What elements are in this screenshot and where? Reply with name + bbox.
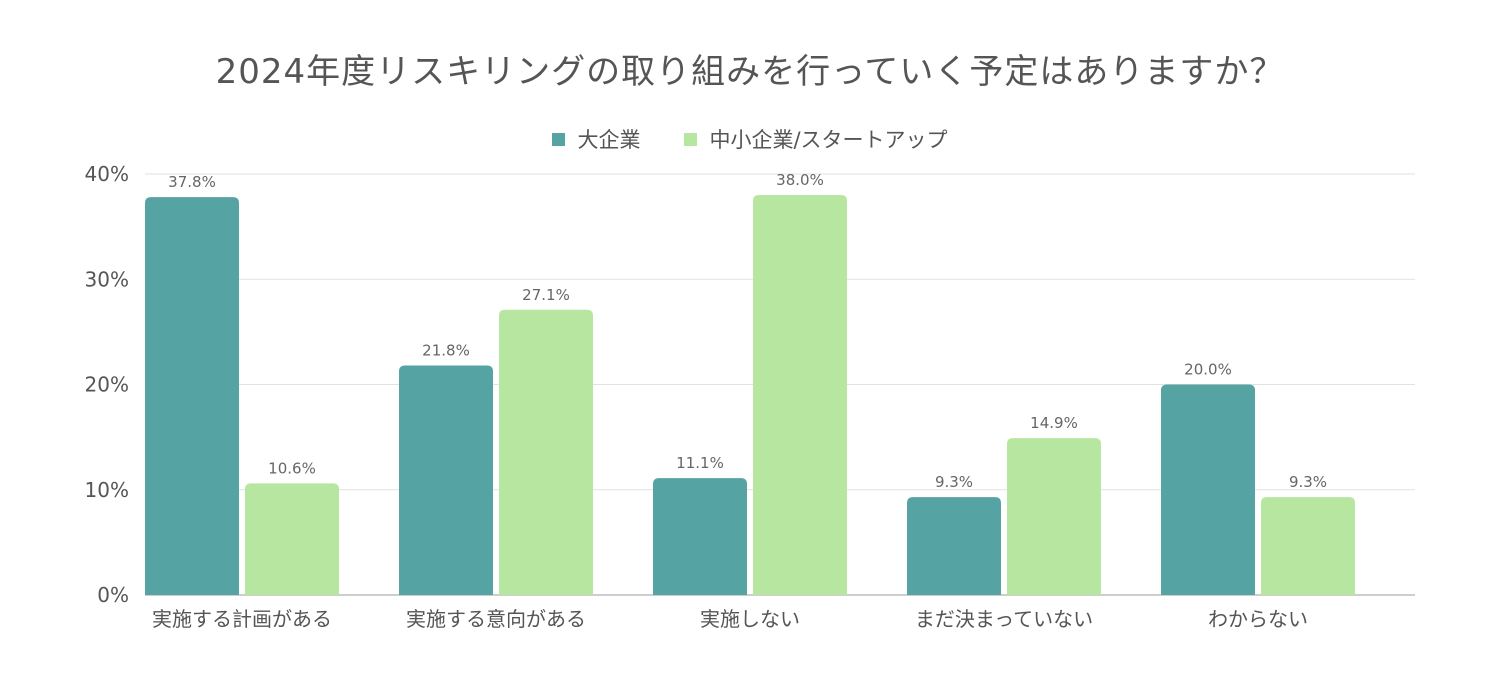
chart-title: 2024年度リスキリングの取り組みを行っていく予定はありますか？ bbox=[215, 52, 1285, 92]
y-tick-label: 20% bbox=[85, 373, 129, 397]
legend: 大企業 中小企業/スタートアップ bbox=[0, 124, 1500, 154]
data-label: 11.1% bbox=[676, 454, 724, 472]
bar bbox=[1007, 438, 1101, 595]
bar bbox=[399, 365, 493, 595]
data-label: 27.1% bbox=[522, 286, 570, 304]
data-label: 9.3% bbox=[1289, 473, 1327, 491]
bar bbox=[1261, 497, 1355, 595]
y-tick-label: 40% bbox=[85, 162, 129, 186]
legend-item-large-enterprise: 大企業 bbox=[552, 124, 640, 154]
bar bbox=[753, 195, 847, 596]
data-label: 37.8% bbox=[168, 173, 216, 191]
data-label: 9.3% bbox=[935, 473, 973, 491]
bar bbox=[145, 197, 239, 595]
legend-item-sme-startup: 中小企業/スタートアップ bbox=[684, 124, 948, 154]
bar bbox=[653, 478, 747, 595]
legend-label-large-enterprise: 大企業 bbox=[577, 128, 641, 152]
data-label: 10.6% bbox=[268, 459, 316, 477]
x-tick-label: 実施する計画がある bbox=[152, 607, 332, 631]
legend-swatch-sme-startup bbox=[684, 132, 698, 146]
data-label: 20.0% bbox=[1184, 361, 1232, 379]
bar bbox=[907, 497, 1001, 595]
legend-label-sme-startup: 中小企業/スタートアップ bbox=[709, 128, 948, 152]
data-label: 38.0% bbox=[776, 171, 824, 189]
data-label: 21.8% bbox=[422, 342, 470, 360]
y-tick-label: 0% bbox=[97, 583, 129, 607]
legend-swatch-large-enterprise bbox=[552, 132, 566, 146]
x-tick-label: 実施しない bbox=[700, 607, 800, 631]
bar bbox=[1161, 384, 1255, 595]
y-tick-label: 30% bbox=[85, 267, 129, 291]
y-tick-label: 10% bbox=[85, 478, 129, 502]
bar bbox=[245, 483, 339, 595]
x-tick-label: 実施する意向がある bbox=[406, 607, 586, 631]
x-tick-label: わからない bbox=[1208, 607, 1308, 631]
x-tick-label: まだ決まっていない bbox=[915, 607, 1093, 631]
data-label: 14.9% bbox=[1030, 414, 1078, 432]
bar bbox=[499, 309, 593, 595]
